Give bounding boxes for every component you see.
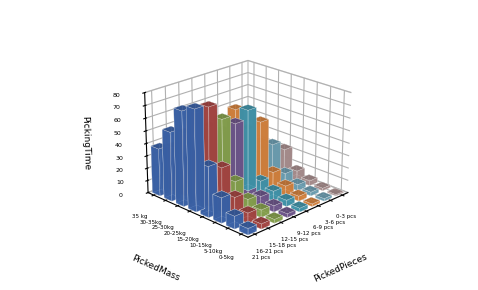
X-axis label: PickedPieces: PickedPieces xyxy=(312,253,368,284)
Y-axis label: PickedMass: PickedMass xyxy=(130,254,181,283)
